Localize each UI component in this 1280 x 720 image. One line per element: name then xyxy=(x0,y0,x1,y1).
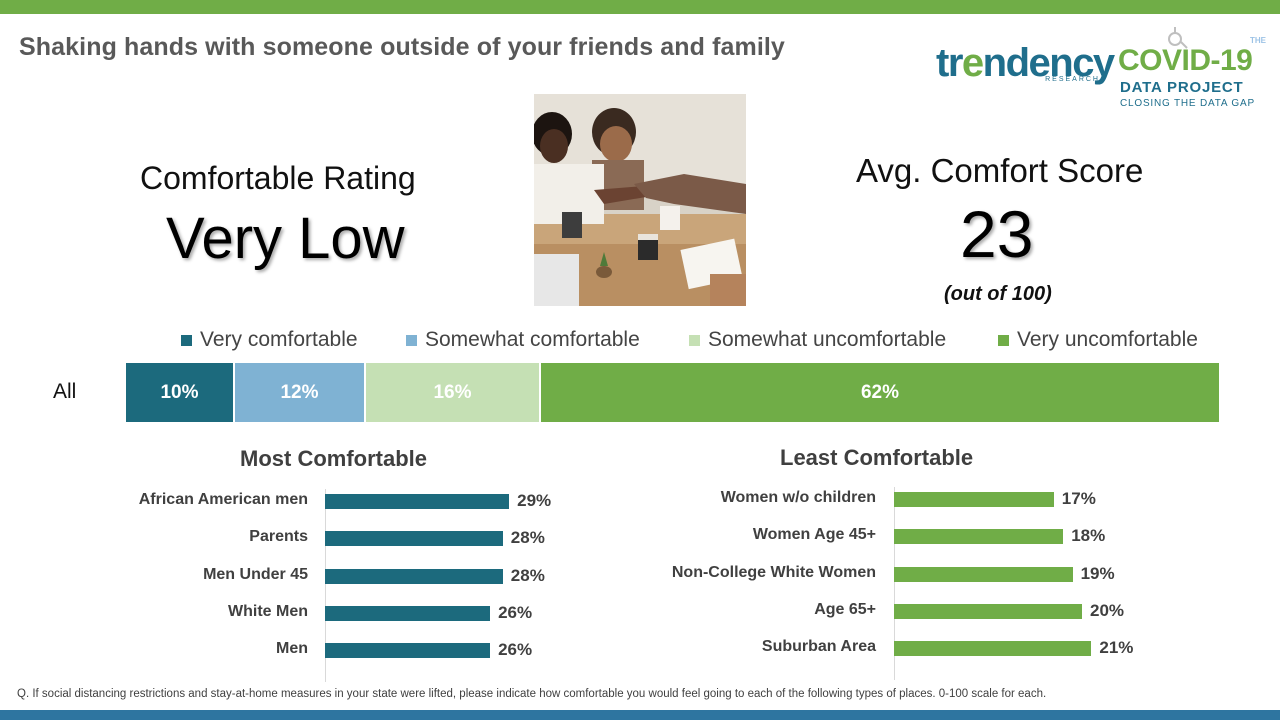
bar xyxy=(325,531,503,547)
virus-icon xyxy=(1168,27,1188,49)
stacked-segment-somewhat-uncomfortable: 16% xyxy=(366,363,541,422)
bar-category-label: Suburban Area xyxy=(761,638,876,656)
legend-item-very-comfortable: Very comfortable xyxy=(181,328,358,352)
covid-data-project-logo: THE COVID-19 DATA PROJECT CLOSING THE DA… xyxy=(1116,27,1272,114)
bar-category-label: Women w/o children xyxy=(720,489,876,506)
legend-item-very-uncomfortable: Very uncomfortable xyxy=(998,328,1198,352)
trendency-logo-word-start: tr xyxy=(936,41,963,85)
covid-logo-subtitle: DATA PROJECT xyxy=(1120,79,1244,96)
bar xyxy=(894,492,1054,507)
avg-comfort-score-note: (out of 100) xyxy=(944,283,1052,305)
trendency-logo-e: e xyxy=(961,41,984,85)
comfortable-rating-value: Very Low xyxy=(166,206,405,271)
most-comfortable-title: Most Comfortable xyxy=(240,446,427,471)
bar-value-label: 19% xyxy=(1080,563,1115,583)
trendency-logo-word-end: ndency xyxy=(982,41,1116,85)
bar-category-label: White Men xyxy=(228,602,308,620)
bar xyxy=(325,494,510,509)
survey-question-footnote: Q. If social distancing restrictions and… xyxy=(17,688,1047,700)
chart-axis-line xyxy=(325,489,326,682)
bar xyxy=(894,566,1073,582)
legend-label: Somewhat uncomfortable xyxy=(708,328,947,351)
bar-value-label: 20% xyxy=(1090,600,1125,620)
chart-axis-line xyxy=(894,487,895,680)
bar xyxy=(325,568,503,584)
legend-swatch xyxy=(998,334,1009,346)
legend-item-somewhat-uncomfortable: Somewhat uncomfortable xyxy=(689,328,946,352)
bar xyxy=(894,529,1064,545)
covid-logo-tagline: CLOSING THE DATA GAP xyxy=(1120,98,1255,109)
bar-value-label: 26% xyxy=(498,640,533,660)
comfortable-rating-label: Comfortable Rating xyxy=(140,160,416,196)
covid-logo-main: COVID-19 xyxy=(1118,44,1253,77)
top-accent-bar xyxy=(0,0,1280,14)
handshake-photo-art xyxy=(534,94,746,306)
stacked-segment-value: 10% xyxy=(160,381,199,403)
trendency-logo: trendency RESEARCH xyxy=(936,40,1115,86)
bar-category-label: Parents xyxy=(249,528,308,546)
handshake-photo xyxy=(534,94,746,306)
stacked-segment-very-comfortable: 10% xyxy=(126,363,235,422)
bar-value-label: 29% xyxy=(517,491,552,510)
bar xyxy=(325,605,491,621)
legend-label: Very uncomfortable xyxy=(1017,328,1198,351)
bar xyxy=(325,643,491,659)
stacked-bar-all: 10% 12% 16% 62% xyxy=(126,363,1219,422)
bar-value-label: 28% xyxy=(510,565,545,585)
bar xyxy=(894,603,1082,619)
bar-value-label: 26% xyxy=(498,602,533,622)
stacked-segment-value: 12% xyxy=(280,381,319,403)
bar-value-label: 18% xyxy=(1071,526,1106,546)
avg-comfort-score-label: Avg. Comfort Score xyxy=(856,152,1144,189)
stacked-segment-very-uncomfortable: 62% xyxy=(541,363,1219,422)
covid-logo-the: THE xyxy=(1250,36,1266,45)
stacked-bar-category-label: All xyxy=(53,380,77,403)
bar-category-label: Men xyxy=(276,640,308,658)
least-comfortable-title: Least Comfortable xyxy=(780,445,974,470)
stacked-segment-value: 16% xyxy=(433,381,472,403)
bar-value-label: 17% xyxy=(1061,489,1096,508)
bar-category-label: African American men xyxy=(138,491,308,508)
trendency-logo-sub: RESEARCH xyxy=(1045,76,1100,83)
bar-value-label: 28% xyxy=(510,528,545,548)
bar-value-label: 21% xyxy=(1099,638,1134,658)
stacked-segment-somewhat-comfortable: 12% xyxy=(235,363,366,422)
trendency-logo-word: trendency xyxy=(936,40,1116,86)
page-title: Shaking hands with someone outside of yo… xyxy=(19,33,785,61)
stacked-segment-value: 62% xyxy=(860,381,900,403)
bar-category-label: Age 65+ xyxy=(814,600,876,618)
legend-label: Very comfortable xyxy=(200,328,358,351)
bar-category-label: Women Age 45+ xyxy=(752,526,876,544)
legend-item-somewhat-comfortable: Somewhat comfortable xyxy=(406,328,640,352)
bottom-accent-bar xyxy=(0,710,1280,720)
legend-swatch xyxy=(406,334,417,346)
legend-swatch xyxy=(181,334,192,346)
legend-swatch xyxy=(689,334,700,346)
avg-comfort-score-value: 23 xyxy=(960,197,1034,271)
bar-category-label: Non-College White Women xyxy=(671,563,876,581)
bar-category-label: Men Under 45 xyxy=(203,565,308,583)
legend-label: Somewhat comfortable xyxy=(425,328,640,351)
bar xyxy=(894,641,1092,657)
